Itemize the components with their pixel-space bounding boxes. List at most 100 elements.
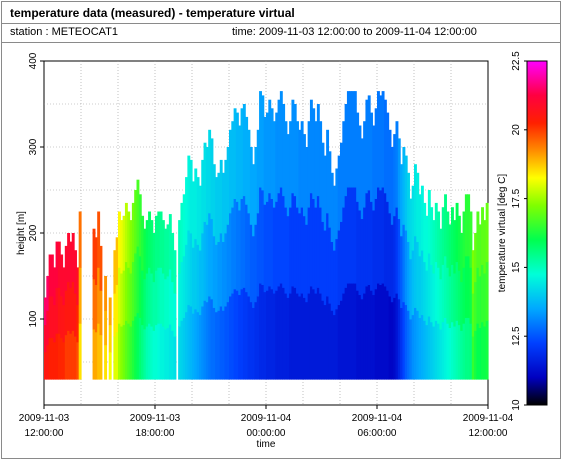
heatmap-cell [215, 311, 219, 380]
heatmap-cell [363, 207, 367, 294]
heatmap-cell [386, 201, 390, 291]
heatmap-cell [370, 201, 373, 291]
heatmap-cell [437, 267, 441, 324]
heatmap-cell [309, 99, 313, 194]
heatmap-cell [266, 290, 269, 380]
heatmap-cell [60, 254, 64, 297]
heatmap-cell [323, 155, 327, 231]
x-tick-label-time: 12:00:00 [25, 428, 64, 439]
heatmap-cell [471, 293, 475, 337]
heatmap-cell [224, 233, 228, 307]
heatmap-cell [108, 297, 112, 326]
heatmap-cell [388, 212, 392, 297]
heatmap-cell [203, 221, 207, 301]
heatmap-cell [337, 304, 341, 380]
heatmap-cell [279, 187, 283, 284]
heatmap-cell [94, 237, 98, 285]
x-axis-label: time [257, 439, 276, 450]
heatmap-cell [104, 276, 108, 311]
heatmap-cell [481, 321, 484, 380]
heatmap-cell [48, 296, 52, 339]
heatmap-cell [409, 319, 413, 380]
heatmap-cell [166, 327, 170, 380]
heatmap-cell [92, 329, 96, 380]
heatmap-cell [48, 337, 52, 380]
heatmap-cell [235, 290, 239, 380]
heatmap-cell [300, 207, 304, 294]
heatmap-cell [60, 296, 64, 339]
heatmap-cell [229, 212, 232, 297]
heatmap-cell [460, 233, 464, 283]
x-tick-label-date: 2009-11-04 [463, 413, 514, 424]
heatmap-cell [381, 91, 385, 188]
heatmap-cell [192, 313, 195, 380]
heatmap-cell [448, 327, 452, 380]
heatmap-cell [173, 250, 177, 294]
heatmap-cell [240, 198, 244, 290]
heatmap-cell [464, 255, 468, 318]
heatmap-cell [210, 218, 214, 300]
heatmap-cell [245, 116, 249, 205]
heatmap-cell [284, 207, 288, 294]
heatmap-cell [240, 108, 244, 199]
heatmap-cell [291, 192, 295, 287]
heatmap-cell [432, 220, 436, 274]
heatmap-cell [57, 241, 61, 288]
heatmap-cell [481, 264, 484, 323]
heatmap-cell [367, 284, 371, 380]
heatmap-cell [483, 273, 487, 327]
colorbar-tick-label: 10 [511, 399, 522, 411]
heatmap-cell [205, 147, 209, 225]
heatmap-cell [390, 147, 394, 225]
heatmap-cell [277, 192, 281, 287]
heatmap-cell [238, 294, 242, 380]
heatmap-cell [407, 310, 410, 380]
heatmap-cell [67, 330, 71, 380]
heatmap-cell [113, 250, 117, 294]
heatmap-cell [321, 142, 325, 222]
x-tick-label-date: 2009-11-04 [241, 413, 292, 424]
colorbar-tick-label: 17.5 [511, 188, 522, 208]
heatmap-cell [182, 317, 186, 380]
heatmap-cell [453, 220, 457, 274]
heatmap-cell [400, 307, 404, 380]
heatmap-cell [474, 233, 478, 283]
heatmap-cell [420, 250, 424, 316]
heatmap-cell [358, 210, 362, 296]
heatmap-cell [94, 284, 98, 333]
heatmap-cell [64, 334, 68, 380]
heatmap-cell [427, 253, 431, 317]
heatmap-cell [388, 129, 392, 214]
heatmap-cell [471, 336, 475, 380]
heatmap-cell [414, 235, 417, 308]
heatmap-cell [367, 190, 371, 285]
heatmap-cell [187, 230, 191, 306]
heatmap-cell [457, 270, 461, 326]
heatmap-cell [118, 323, 121, 380]
heatmap-cell [71, 330, 75, 380]
heatmap-cell [328, 151, 332, 228]
heatmap-cell [277, 99, 281, 194]
heatmap-cell [67, 281, 71, 331]
heatmap-cell [141, 215, 145, 271]
heatmap-cell [478, 276, 482, 328]
heatmap-cell [300, 293, 304, 380]
heatmap-cell [129, 273, 133, 327]
heatmap-cell [219, 233, 223, 307]
heatmap-cell [397, 218, 401, 300]
heatmap-cell [198, 250, 202, 316]
heatmap-cell [471, 250, 475, 294]
heatmap-cell [321, 300, 325, 380]
heatmap-cell [272, 121, 276, 208]
heatmap-cell [356, 112, 360, 202]
heatmap-cell [409, 198, 413, 260]
heatmap-cell [64, 290, 68, 336]
heatmap-cell [404, 304, 408, 380]
heatmap-cell [229, 296, 232, 380]
heatmap-cell [316, 195, 320, 288]
heatmap-cell [307, 207, 311, 294]
heatmap-cell [55, 287, 59, 334]
heatmap-cell [446, 267, 450, 324]
heatmap-cell [254, 224, 258, 303]
heatmap-cell [321, 221, 325, 301]
